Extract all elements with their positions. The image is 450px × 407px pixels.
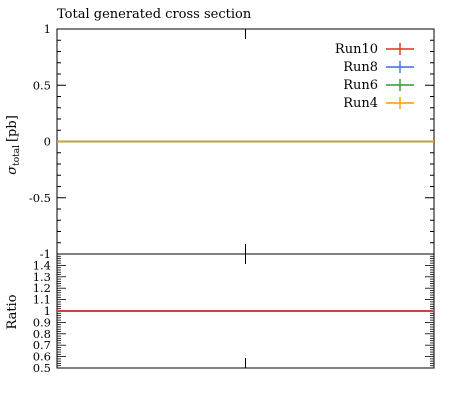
y-axis-symbol: σ [5,165,20,175]
legend-label-run6: Run6 [343,78,378,93]
ratio-ytick-label: 1.3 [33,270,51,284]
main-ytick-label: -1 [40,247,51,261]
ratio-ytick-label: 1.2 [33,281,51,295]
main-panel: -1 -0.5 0 0.5 1 [29,22,435,261]
main-ytick-label: -0.5 [29,191,51,205]
svg-text:σtotal[pb]: σtotal [pb] [5,115,22,175]
ratio-ytick-label: 0.9 [33,315,51,329]
legend-label-run8: Run8 [343,60,378,75]
ratio-panel: 0.50.60.70.80.911.11.21.31.4 [33,253,435,375]
ratio-ytick-label: 1.1 [33,293,51,307]
y-axis-subscript: total [12,145,22,166]
ratio-ytick-label: 0.8 [33,327,51,341]
ratio-y-axis-label: Ratio [5,294,20,329]
y-axis-unit: [pb] [5,115,20,142]
main-ytick-label: 1 [44,22,51,36]
chart-title: Total generated cross section [57,7,252,22]
main-ytick-label: 0.5 [33,78,51,92]
ratio-ytick-label: 1.4 [33,258,51,272]
ratio-ytick-label: 0.5 [33,361,51,375]
legend-label-run4: Run4 [343,96,378,111]
legend-label-run10: Run10 [335,42,378,57]
legend: Run10 Run8 Run6 Run4 [335,42,414,111]
main-ytick-label: 0 [44,135,51,149]
ratio-ytick-label: 0.7 [33,338,51,352]
ratio-ytick-label: 1 [44,304,51,318]
main-y-axis-label: σtotal [pb] [5,115,22,175]
ratio-ytick-label: 0.6 [33,350,51,364]
